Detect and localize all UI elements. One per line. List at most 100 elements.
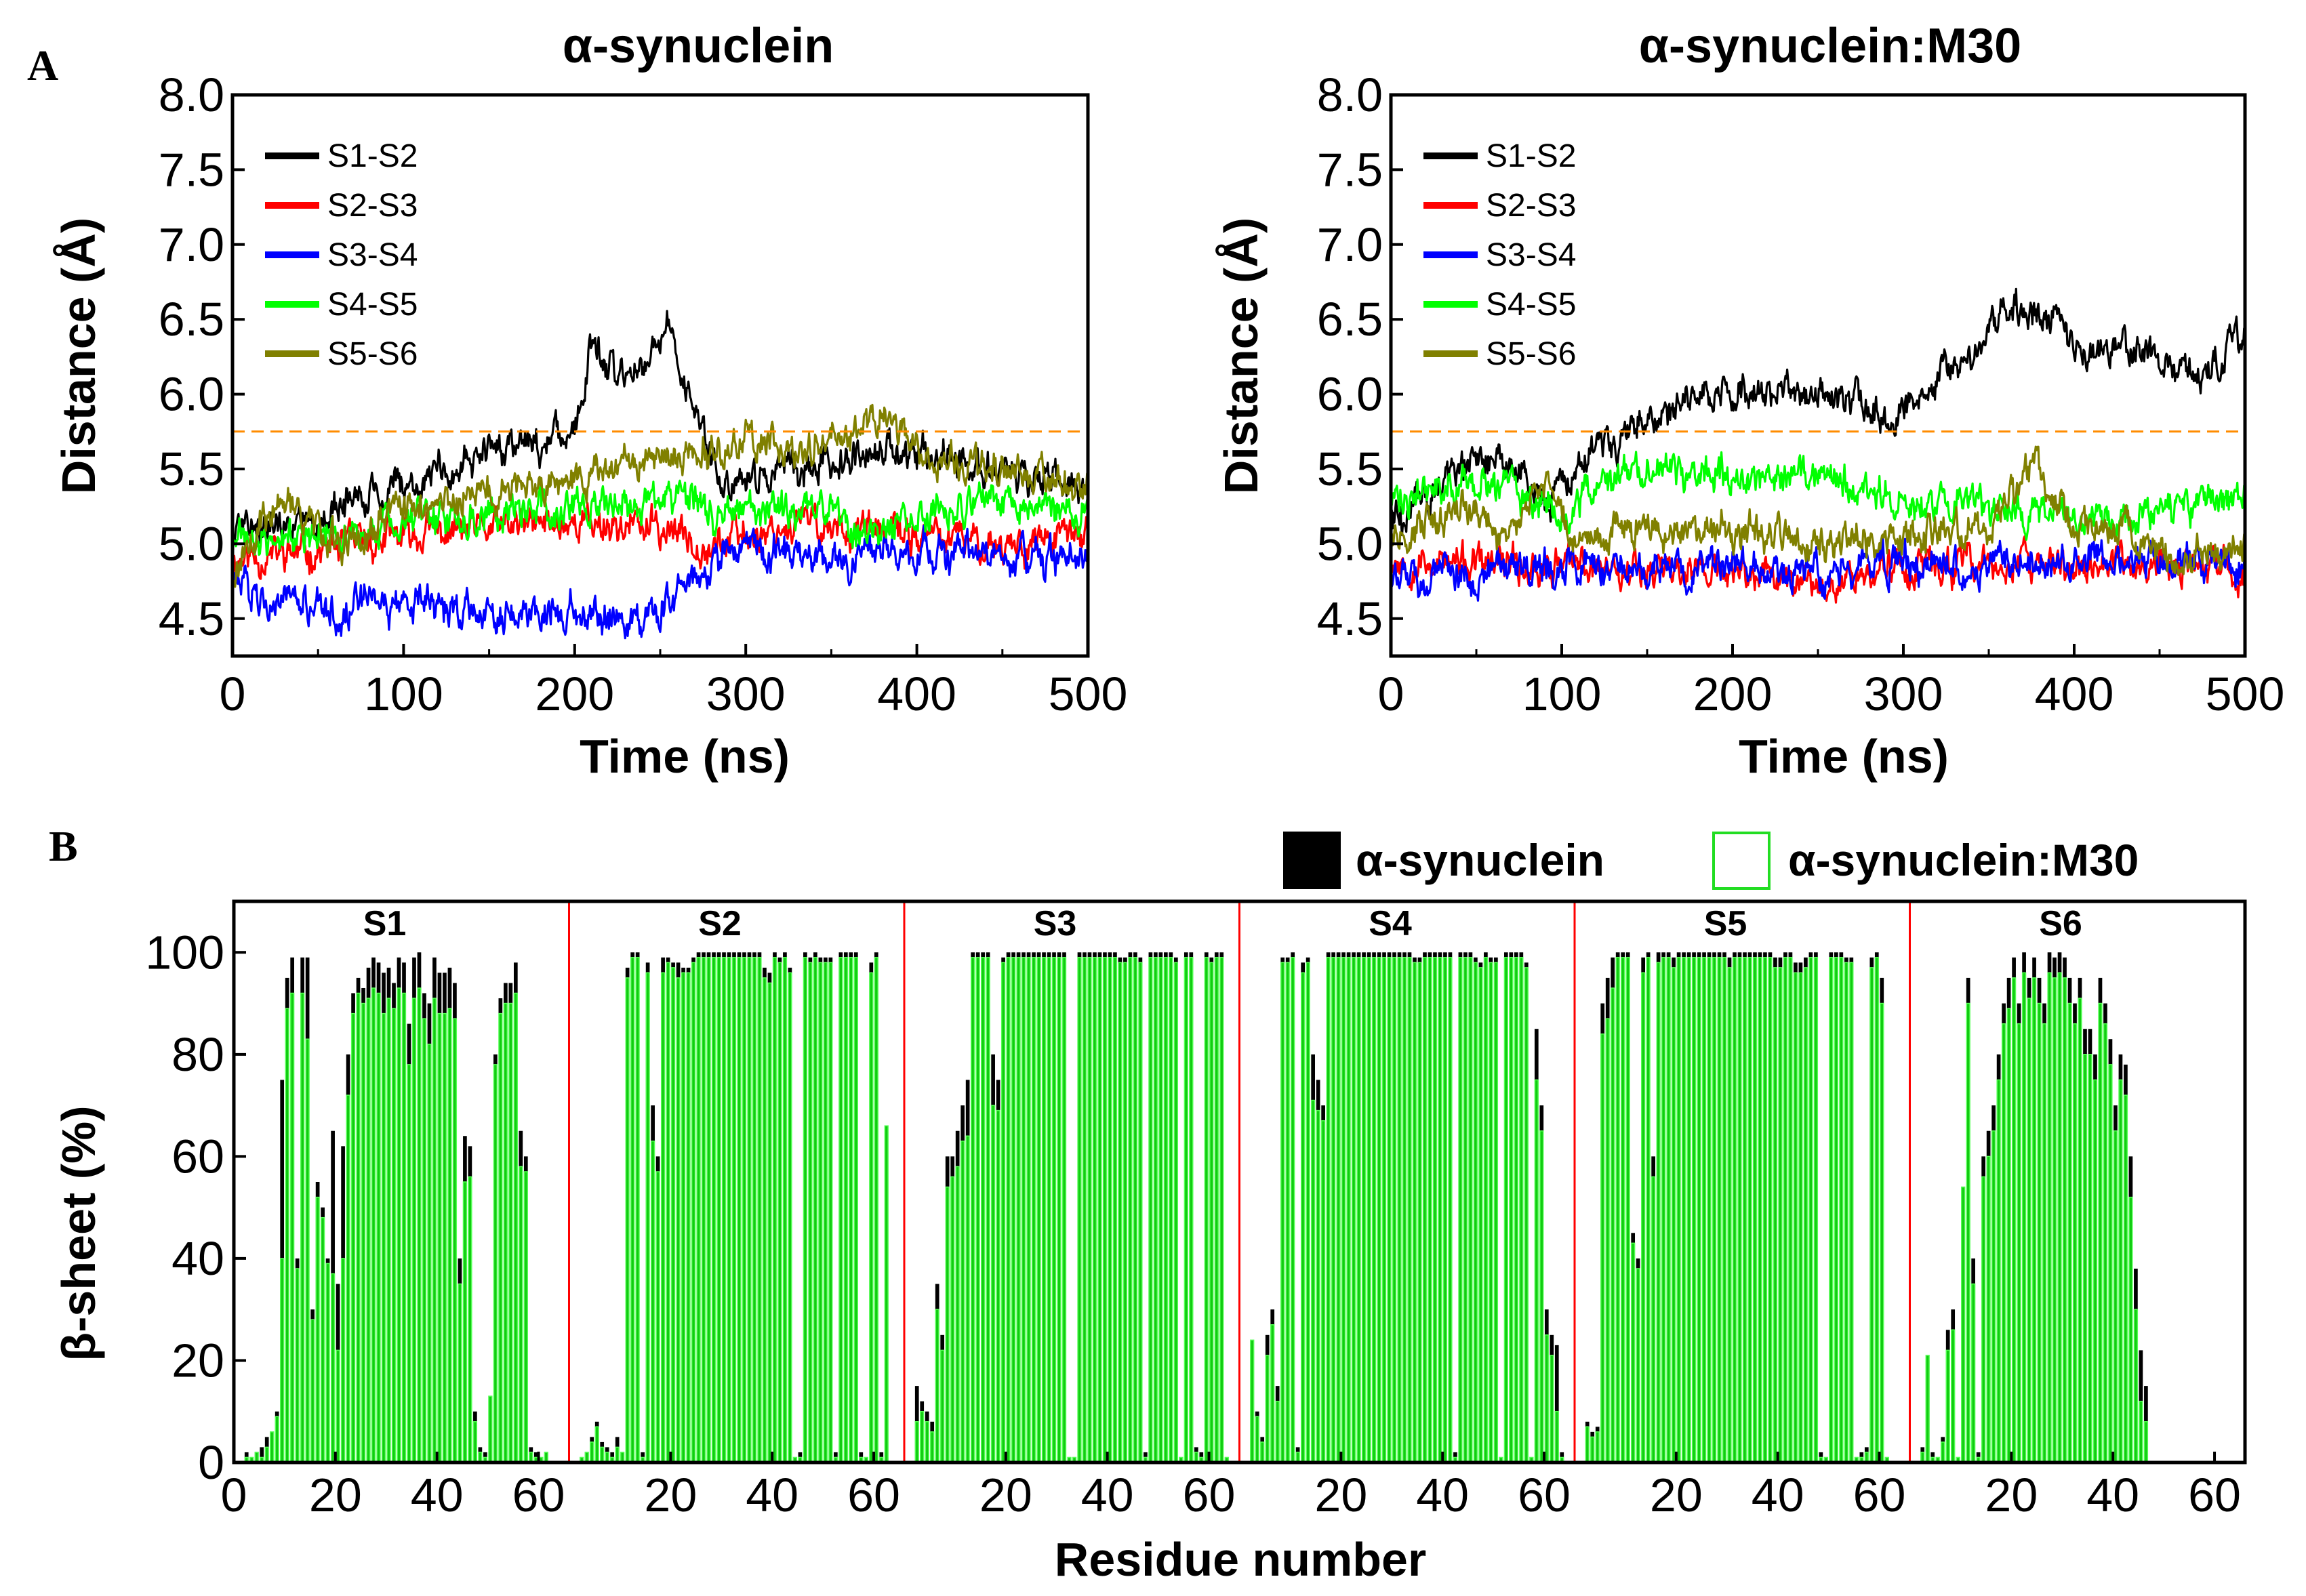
y-tick-label: 5.5	[1317, 443, 1383, 495]
bar-alpha-synuclein	[1554, 1345, 1559, 1462]
bar-alpha-synuclein-m30	[1118, 962, 1122, 1463]
bar-alpha-synuclein-m30	[1636, 1268, 1640, 1463]
bar-alpha-synuclein-m30	[1438, 957, 1442, 1463]
bar-alpha-synuclein-m30	[838, 957, 843, 1463]
bar-alpha-synuclein-m30	[325, 1263, 330, 1463]
y-tick-label: 8.0	[1317, 68, 1383, 121]
y-tick-label: 7.5	[159, 143, 224, 196]
panel-label-a: A	[27, 41, 58, 89]
y-tick-label: 6.0	[1317, 368, 1383, 421]
bar-alpha-synuclein-m30	[1600, 1033, 1605, 1463]
bar-alpha-synuclein-m30	[1387, 957, 1392, 1463]
bar-alpha-synuclein-m30	[1412, 962, 1417, 1463]
bar-alpha-synuclein-m30	[270, 1431, 275, 1463]
bar-alpha-synuclein-m30	[1585, 1426, 1590, 1463]
bar-alpha-synuclein-m30	[1686, 957, 1691, 1463]
bar-alpha-synuclein-m30	[1681, 957, 1686, 1463]
bar-alpha-synuclein-m30	[1219, 957, 1224, 1463]
bar-alpha-synuclein-m30	[2057, 972, 2062, 1463]
bar-alpha-synuclein-m30	[1087, 957, 1092, 1463]
x-tick-label: 400	[2035, 668, 2114, 720]
bar-alpha-synuclein-m30	[447, 1008, 452, 1463]
bar-alpha-synuclein-m30	[462, 1181, 468, 1463]
bar-alpha-synuclein-m30	[1428, 957, 1432, 1463]
bar-alpha-synuclein-m30	[1148, 957, 1153, 1463]
x-tick-label: 40	[1752, 1469, 1804, 1521]
bar-alpha-synuclein-m30	[1011, 957, 1016, 1463]
bar-alpha-synuclein-m30	[437, 1012, 442, 1463]
bar-alpha-synuclein-m30	[1371, 957, 1377, 1463]
bar-alpha-synuclein-m30	[498, 1012, 503, 1463]
bar-alpha-synuclein-m30	[1392, 957, 1397, 1463]
bar-alpha-synuclein-m30	[1951, 1329, 1956, 1463]
bar-alpha-synuclein-m30	[305, 1038, 310, 1463]
bar-alpha-synuclein-m30	[1361, 957, 1367, 1463]
x-tick-label: 60	[1853, 1469, 1906, 1521]
bar-alpha-synuclein-m30	[407, 1064, 411, 1463]
bar-alpha-synuclein-m30	[1108, 957, 1112, 1463]
bar-alpha-synuclein-m30	[2088, 1054, 2092, 1463]
bar-alpha-synuclein-m30	[747, 957, 752, 1463]
bar-alpha-synuclein-m30	[295, 1268, 300, 1463]
bar-alpha-synuclein-m30	[1697, 957, 1701, 1463]
series-line-s3-s4	[1390, 537, 2246, 602]
y-tick-label: 60	[171, 1130, 224, 1183]
bar-alpha-synuclein-m30	[635, 957, 640, 1463]
x-tick-label: 40	[2086, 1469, 2139, 1521]
segment-label: S2	[698, 904, 742, 943]
bar-alpha-synuclein-m30	[386, 998, 391, 1463]
x-tick-label: 40	[1416, 1469, 1469, 1521]
bar-alpha-synuclein-m30	[737, 957, 742, 1463]
chart-title: α-synuclein:M30	[1639, 19, 2021, 73]
bar-alpha-synuclein-m30	[1793, 972, 1798, 1463]
bar-alpha-synuclein-m30	[1128, 957, 1133, 1463]
bar-alpha-synuclein-m30	[681, 972, 686, 1463]
x-axis-label: Time (ns)	[580, 730, 790, 783]
bar-alpha-synuclein-m30	[1407, 957, 1412, 1463]
bar-alpha-synuclein-m30	[310, 1319, 315, 1463]
bar-alpha-synuclein-m30	[356, 992, 361, 1463]
bar-alpha-synuclein-m30	[2103, 1023, 2108, 1463]
bar-alpha-synuclein-m30	[1742, 957, 1747, 1463]
bar-alpha-synuclein-m30	[300, 992, 305, 1463]
plot-lines	[231, 310, 1089, 640]
legend-swatch-alpha-synuclein	[1283, 832, 1341, 889]
bar-alpha-synuclein-m30	[1712, 957, 1717, 1463]
bar-alpha-synuclein-m30	[1752, 957, 1758, 1463]
bar-alpha-synuclein-m30	[1448, 957, 1453, 1463]
bar-alpha-synuclein-m30	[381, 1012, 386, 1463]
bar-alpha-synuclein-m30	[1377, 957, 1381, 1463]
x-tick-label: 60	[512, 1469, 565, 1521]
bar-alpha-synuclein-m30	[823, 962, 828, 1463]
bar-alpha-synuclein-m30	[1829, 957, 1834, 1463]
bar-alpha-synuclein-m30	[1691, 957, 1697, 1463]
x-tick-label: 40	[746, 1469, 798, 1521]
axis-ticks: 0 20 40 60 20 40 60 20 40 60 20 40 60 20 40 60 20 40 60 0 20…	[145, 926, 2241, 1521]
bar-alpha-synuclein-m30	[1041, 957, 1047, 1463]
bar-alpha-synuclein-m30	[1301, 972, 1306, 1463]
bar-alpha-synuclein-m30	[1306, 962, 1310, 1463]
chart-beta-sheet: α-synuclein α-synuclein:M30 S1 S2 S3 S4 S5 S6…	[52, 832, 2247, 1586]
bar-alpha-synuclein-m30	[600, 1446, 605, 1463]
bar-alpha-synuclein-m30	[1534, 1079, 1539, 1463]
bar-alpha-synuclein-m30	[813, 957, 818, 1463]
bar-alpha-synuclein-m30	[2118, 1079, 2123, 1463]
bar-alpha-synuclein-m30	[990, 1105, 996, 1463]
bar-alpha-synuclein-m30	[1280, 962, 1285, 1463]
legend-label: S5-S6	[327, 336, 418, 372]
bar-alpha-synuclein-m30	[1310, 1099, 1316, 1463]
bar-alpha-synuclein-m30	[788, 972, 792, 1463]
bar-alpha-synuclein-m30	[1138, 962, 1143, 1463]
bar-alpha-synuclein-m30	[280, 1258, 285, 1463]
segment-label: S6	[2039, 904, 2082, 943]
bar-alpha-synuclein-m30	[843, 957, 848, 1463]
bar-alpha-synuclein-m30	[630, 957, 635, 1463]
y-tick-label: 20	[171, 1334, 224, 1387]
bar-alpha-synuclein-m30	[1671, 967, 1676, 1463]
bar-alpha-synuclein-m30	[452, 1018, 458, 1463]
bar-alpha-synuclein-m30	[1595, 1431, 1600, 1463]
bar-alpha-synuclein-m30	[1489, 962, 1493, 1463]
bar-alpha-synuclein-m30	[950, 1176, 955, 1463]
bar-alpha-synuclein-m30	[350, 1012, 356, 1463]
bar-alpha-synuclein-m30	[1285, 962, 1290, 1463]
